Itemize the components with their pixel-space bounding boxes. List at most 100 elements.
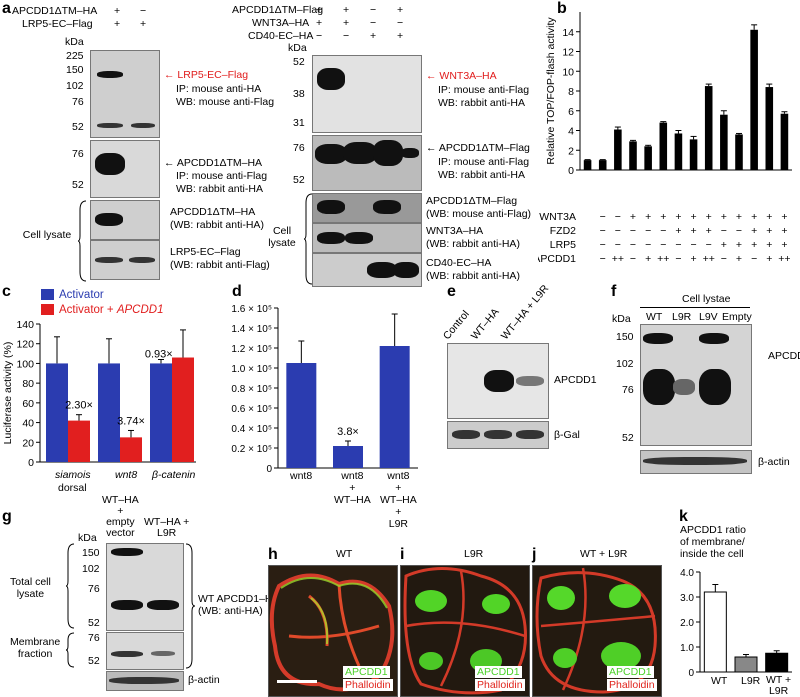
b-bar xyxy=(780,113,789,170)
a-kda: kDa xyxy=(65,36,84,48)
a-r-annot-wnt: ← WNT3A–HA xyxy=(426,70,497,82)
b-row-sign: − xyxy=(630,239,636,251)
h-legend-red: Phalloidin xyxy=(343,679,393,691)
a-marker: 150 xyxy=(66,64,84,76)
panel-d-label: d xyxy=(232,283,242,300)
b-row-sign: − xyxy=(615,239,621,251)
a-r-kda: kDa xyxy=(288,42,307,54)
a-r-blot-5 xyxy=(312,253,422,287)
panel-c-label: c xyxy=(2,283,11,300)
c-annotation: 0.93× xyxy=(145,348,173,360)
d-y-tick-label: 0.2 × 10⁵ xyxy=(231,444,272,455)
c-bar xyxy=(98,363,120,462)
b-row-sign: − xyxy=(645,225,651,237)
b-bar xyxy=(735,134,743,170)
f-header-line xyxy=(640,307,750,308)
panel-g-label: g xyxy=(2,508,12,525)
d-y-tick-label: 0.8 × 10⁵ xyxy=(231,384,272,395)
b-row-sign: ++ xyxy=(612,253,624,265)
b-row-sign: + xyxy=(630,211,636,223)
d-annotation: 3.8× xyxy=(337,426,359,438)
a-r-annot-wb: WB: rabbit anti-HA xyxy=(438,169,525,181)
b-row-sign: − xyxy=(630,253,636,265)
a-lys2-wb: (WB: rabbit anti-Flag) xyxy=(170,259,270,271)
g-marker: 52 xyxy=(88,617,100,629)
k-y-tick-label: 2.0 xyxy=(680,618,694,629)
a-cell-lysate: Cell lysate xyxy=(22,229,72,241)
a-r-annot-wb: WB: rabbit anti-HA xyxy=(438,97,525,109)
k-bar xyxy=(734,656,758,673)
b-row-sign: − xyxy=(645,239,651,251)
b-bar xyxy=(765,87,774,170)
c-y-tick-label: 0 xyxy=(28,457,34,469)
panel-k-label: k xyxy=(679,508,688,525)
a-r-sign: − xyxy=(370,4,377,16)
b-y-label: Relative TOP/FOP-flash activity xyxy=(545,17,557,165)
g-kda: kDa xyxy=(78,532,97,544)
b-row-sign: − xyxy=(600,253,606,265)
panel-f-label: f xyxy=(611,283,617,300)
b-bar xyxy=(704,86,713,170)
g-bracket-total xyxy=(66,543,75,629)
a-r-row: APCDD1ΔTM–Flag xyxy=(232,4,324,16)
b-row-sign: + xyxy=(781,211,787,223)
a-r-lys2: WNT3A–HA xyxy=(426,225,484,237)
d-cat-3: wnt8 + WT–HA + L9R xyxy=(380,470,417,530)
a-marker: 76 xyxy=(72,96,84,108)
g-membrane: Membrane fraction xyxy=(10,636,61,660)
d-cat-2: wnt8 + WT–HA xyxy=(334,470,371,506)
c-annotation: 2.30× xyxy=(65,400,93,412)
panel-i-label: i xyxy=(400,546,405,563)
d-y-tick-label: 1.0 × 10⁵ xyxy=(231,364,272,375)
b-row-sign: + xyxy=(766,239,772,251)
b-row-sign: + xyxy=(766,225,772,237)
e-band-2: β-Gal xyxy=(554,429,580,441)
a-r-sign: − xyxy=(370,17,377,29)
f-kda: kDa xyxy=(612,313,631,325)
b-row-sign: − xyxy=(706,239,712,251)
a-sign: + xyxy=(114,5,121,17)
a-r-cell-lysate: Cell lysate xyxy=(268,225,296,249)
b-row-sign: + xyxy=(766,253,772,265)
c-cat-2: wnt8 xyxy=(115,469,138,481)
b-row-sign: + xyxy=(645,211,651,223)
a-r-sign: + xyxy=(397,30,404,42)
e-band-1: APCDD1 xyxy=(554,374,597,386)
k-bar xyxy=(703,591,727,673)
a-r-lys1-wb: (WB: mouse anti-Flag) xyxy=(426,208,532,220)
a-r-lys2-wb: (WB: rabbit anti-HA) xyxy=(426,238,520,250)
a-r-row: CD40-EC–HA xyxy=(248,30,314,42)
b-row-sign: − xyxy=(615,225,621,237)
b-row-sign: + xyxy=(751,239,757,251)
b-row-sign: + xyxy=(736,253,742,265)
b-row-sign: + xyxy=(691,253,697,265)
b-row-sign: + xyxy=(691,225,697,237)
d-y-tick-label: 0 xyxy=(266,464,272,475)
k-y-tick-label: 3.0 xyxy=(680,593,694,604)
b-row-sign: + xyxy=(751,211,757,223)
a-lys2: LRP5-EC–Flag xyxy=(170,246,241,258)
panel-a-label: a xyxy=(2,0,11,17)
k-y-tick-label: 1.0 xyxy=(680,643,694,654)
b-bar xyxy=(720,114,728,170)
a-r-sign: + xyxy=(397,4,404,16)
a-r-sign: − xyxy=(397,17,404,29)
a-sign: + xyxy=(114,18,121,30)
c-y-tick-label: 60 xyxy=(22,398,34,410)
b-row-sign: ++ xyxy=(703,253,715,265)
b-row-sign: − xyxy=(721,225,727,237)
chart-k: 0 1.0 2.0 3.0 4.0 xyxy=(680,568,792,679)
f-lane: L9R xyxy=(672,311,692,323)
c-y-label: Luciferase activity (%) xyxy=(2,342,14,445)
b-bar xyxy=(583,160,592,170)
a-blot-3 xyxy=(90,200,160,240)
b-row-sign: + xyxy=(691,211,697,223)
a-annot-lrp5: ← LRP5-EC–Flag xyxy=(164,69,249,81)
a-annot-ip: IP: mouse anti-Flag xyxy=(176,170,268,182)
a-r-blot-2 xyxy=(312,135,422,191)
k-bar xyxy=(765,652,789,673)
a-marker: 225 xyxy=(66,50,84,62)
j-legend-green: APCDD1 xyxy=(607,666,654,678)
c-y-tick-label: 140 xyxy=(16,319,34,331)
g-marker: 150 xyxy=(82,547,100,559)
